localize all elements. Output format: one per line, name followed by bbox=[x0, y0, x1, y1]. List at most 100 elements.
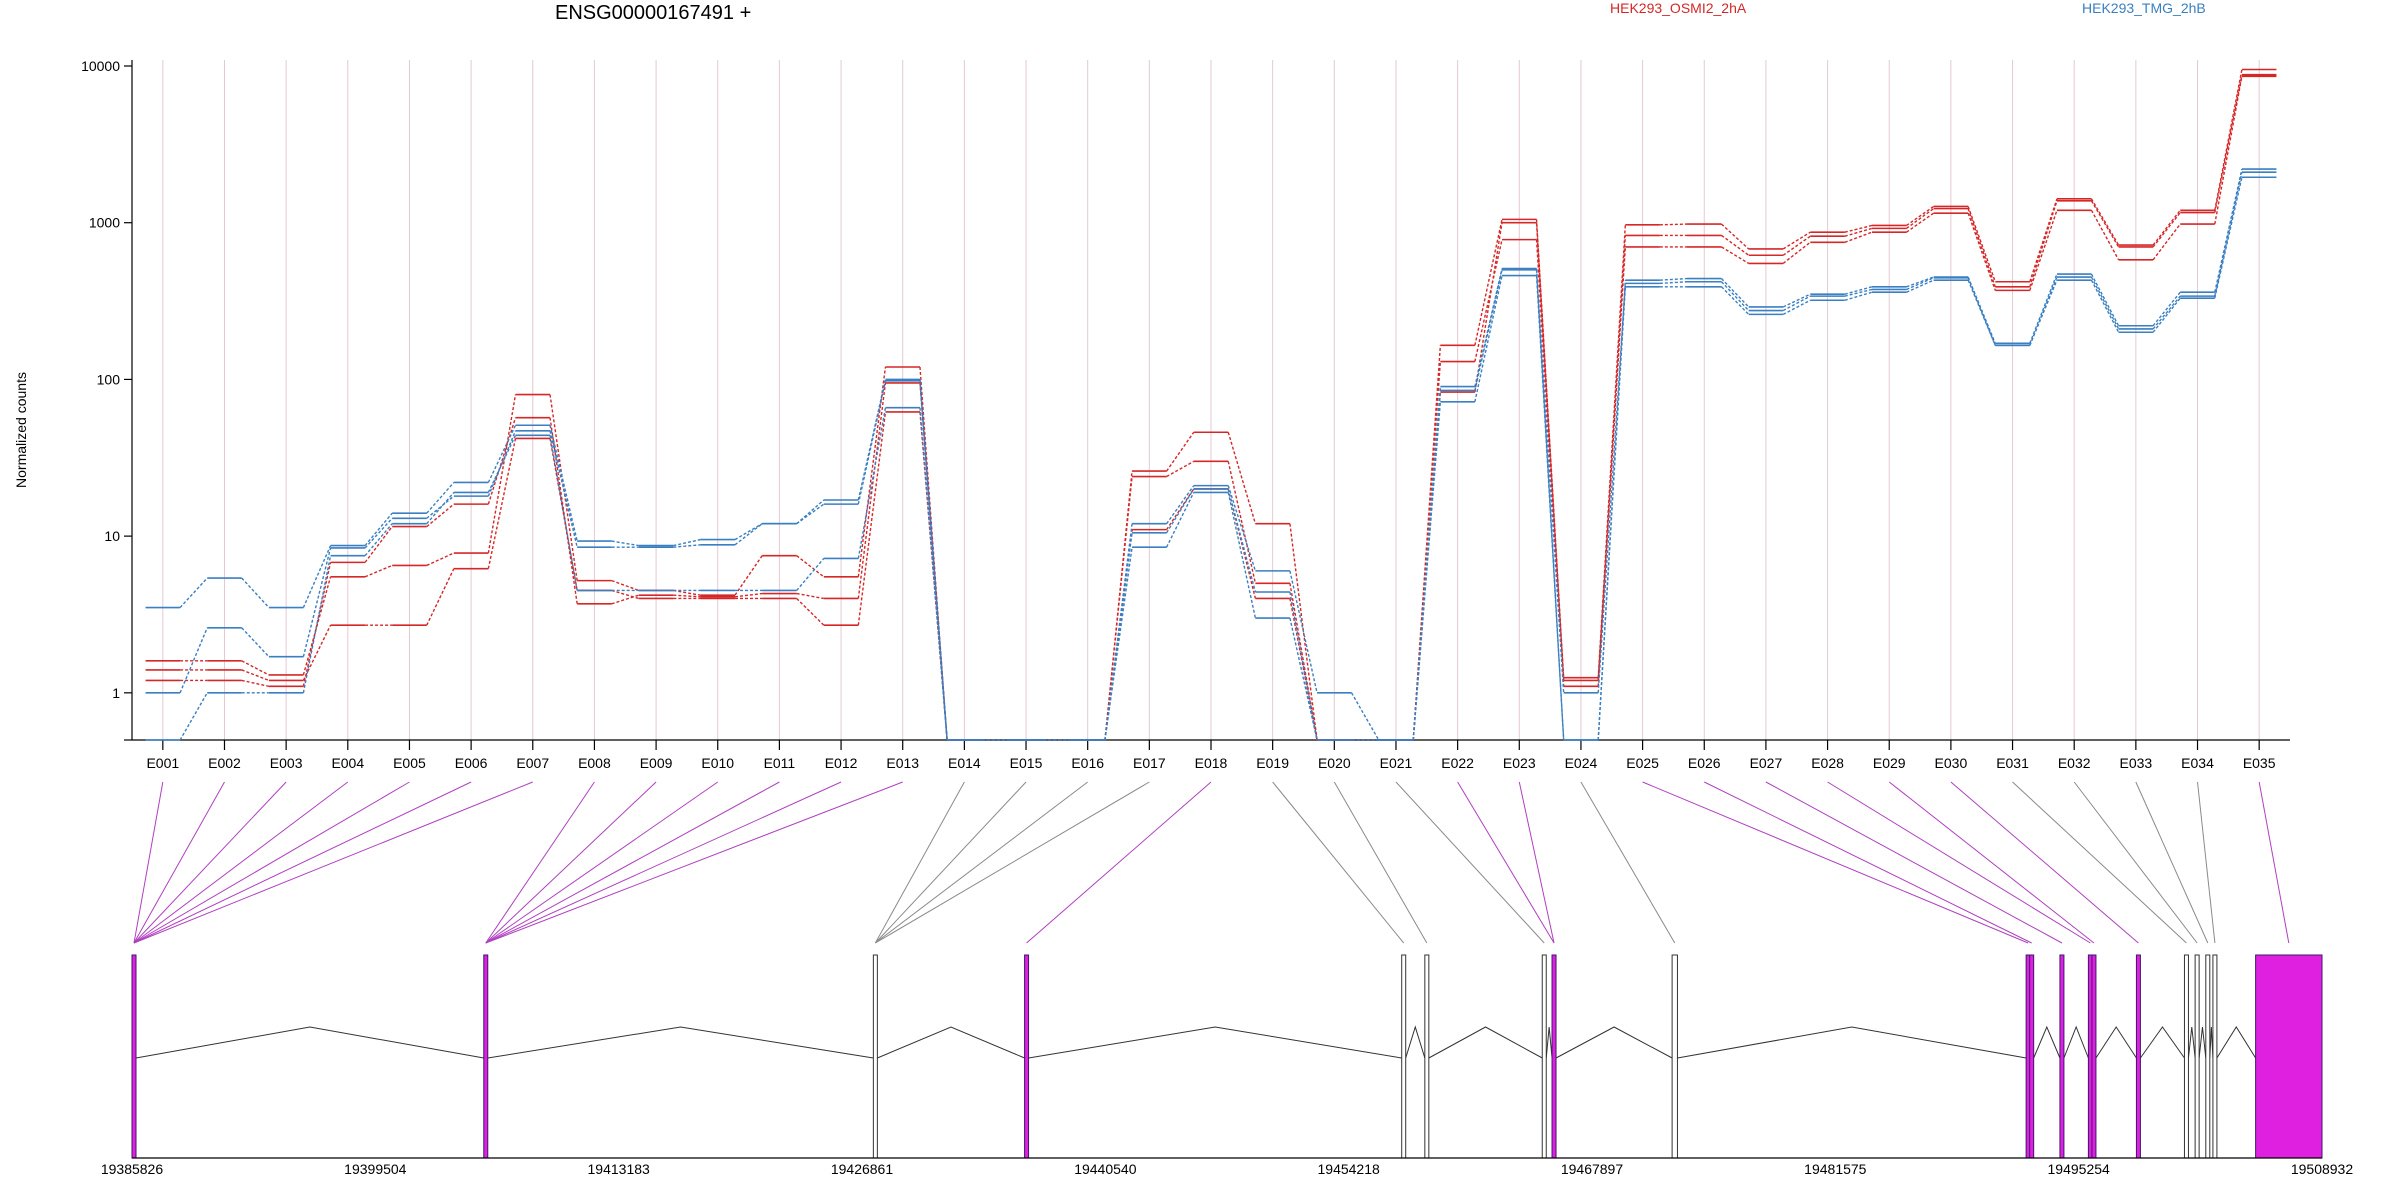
series-transition bbox=[1412, 401, 1442, 741]
exon-box bbox=[1024, 954, 1030, 1159]
intron-line bbox=[487, 1026, 874, 1059]
series-transition bbox=[1474, 268, 1503, 387]
exon-connector bbox=[1950, 781, 2139, 944]
exon-connector bbox=[1642, 781, 2029, 944]
exon-connector bbox=[485, 781, 657, 944]
legend-entry-tmg: HEK293_TMG_2hB bbox=[2082, 0, 2206, 16]
x-tick-label: E016 bbox=[1071, 755, 1104, 771]
exon-connector bbox=[1827, 781, 2091, 944]
exon-box bbox=[1541, 954, 1547, 1159]
x-tick-label: E020 bbox=[1318, 755, 1351, 771]
series-transition bbox=[1535, 275, 1565, 741]
series-transition bbox=[1227, 461, 1257, 584]
series-transition bbox=[1844, 291, 1873, 301]
series-transition bbox=[2090, 200, 2120, 248]
intron-line bbox=[1677, 1026, 2027, 1059]
gene-model bbox=[131, 954, 2323, 1159]
x-tick-label: E006 bbox=[455, 755, 488, 771]
series-transition bbox=[2152, 295, 2181, 330]
series-transition bbox=[919, 407, 948, 741]
x-tick-label: E001 bbox=[146, 755, 179, 771]
y-tick-label: 1000 bbox=[89, 215, 120, 231]
series-transition bbox=[241, 577, 270, 609]
genomic-tick-label: 19467897 bbox=[1561, 1161, 1624, 1177]
series-transition bbox=[1844, 286, 1873, 295]
series-transition bbox=[1782, 241, 1811, 264]
exon-connector bbox=[133, 781, 410, 944]
series-transition bbox=[1721, 234, 1750, 256]
series-transition bbox=[1104, 476, 1133, 741]
series-transition bbox=[364, 517, 393, 549]
x-tick-label: E014 bbox=[948, 755, 981, 771]
x-tick-label: E017 bbox=[1133, 755, 1166, 771]
series-transition bbox=[1906, 212, 1935, 233]
series-transition bbox=[1350, 692, 1380, 741]
series-transition bbox=[1782, 235, 1811, 256]
series-transition bbox=[2090, 209, 2120, 261]
series-transition bbox=[179, 627, 208, 694]
exon-connector bbox=[1888, 781, 2095, 944]
series-transition bbox=[1474, 222, 1503, 393]
exon-connector bbox=[2135, 781, 2209, 944]
exon-connector bbox=[1580, 781, 1676, 944]
series-transition bbox=[1104, 547, 1133, 741]
exon-connector bbox=[485, 781, 842, 944]
intron-line bbox=[1555, 1026, 1673, 1059]
grid-lines bbox=[162, 60, 2260, 740]
series-transition bbox=[919, 379, 948, 741]
exon-connector bbox=[1026, 781, 1212, 944]
series-transition bbox=[1721, 278, 1750, 308]
genomic-tick-label: 19399504 bbox=[344, 1161, 407, 1177]
exon-connector bbox=[485, 781, 719, 944]
intron-line bbox=[1428, 1026, 1543, 1059]
x-tick-label: E026 bbox=[1688, 755, 1721, 771]
exon-connector bbox=[2073, 781, 2198, 944]
series-transition bbox=[487, 434, 517, 493]
intron-line bbox=[2216, 1026, 2257, 1059]
series-transition bbox=[1659, 223, 1688, 226]
series-transition bbox=[673, 544, 701, 548]
genomic-tick-label: 19454218 bbox=[1318, 1161, 1381, 1177]
x-tick-label: E009 bbox=[640, 755, 673, 771]
series-transition bbox=[487, 394, 517, 554]
series-transition bbox=[426, 552, 455, 567]
series-lines bbox=[145, 68, 2277, 741]
exon-box bbox=[1401, 954, 1407, 1159]
x-tick-label: E018 bbox=[1195, 755, 1228, 771]
x-tick-label: E002 bbox=[208, 755, 241, 771]
series-transition bbox=[1844, 227, 1873, 237]
exon-connector bbox=[485, 781, 780, 944]
series-transition bbox=[2152, 291, 2181, 327]
series-transition bbox=[1721, 281, 1750, 312]
series-transition bbox=[549, 425, 578, 542]
exon-box bbox=[2059, 954, 2065, 1159]
x-tick-label: E025 bbox=[1626, 755, 1659, 771]
series-transition bbox=[1659, 281, 1688, 285]
x-tick-label: E033 bbox=[2120, 755, 2153, 771]
exon-connector bbox=[485, 781, 595, 944]
series-transition bbox=[734, 592, 763, 598]
series-transition bbox=[2029, 273, 2058, 344]
series-transition bbox=[2029, 200, 2058, 288]
x-tick-label: E003 bbox=[270, 755, 303, 771]
intron-line bbox=[2187, 1026, 2196, 1059]
series-transition bbox=[2029, 210, 2058, 291]
series-transition bbox=[1166, 431, 1195, 472]
series-transition bbox=[673, 589, 701, 596]
x-tick-label: E022 bbox=[1441, 755, 1474, 771]
series-transition bbox=[1474, 239, 1503, 362]
series-transition bbox=[1289, 598, 1318, 741]
exon-box bbox=[2091, 954, 2097, 1159]
series-transition bbox=[1289, 617, 1318, 741]
series-transition bbox=[1535, 269, 1565, 693]
series-transition bbox=[487, 424, 517, 483]
x-tick-label: E004 bbox=[331, 755, 364, 771]
series-transition bbox=[364, 512, 393, 547]
series-transition bbox=[1906, 277, 1934, 291]
series-transition bbox=[857, 411, 887, 626]
series-transition bbox=[549, 435, 578, 591]
exon-connector bbox=[2197, 781, 2216, 944]
y-tick-label: 10 bbox=[104, 528, 120, 544]
y-axis: 1 10 100 1000 10000 bbox=[81, 58, 133, 741]
y-tick-label: 10000 bbox=[81, 58, 120, 74]
